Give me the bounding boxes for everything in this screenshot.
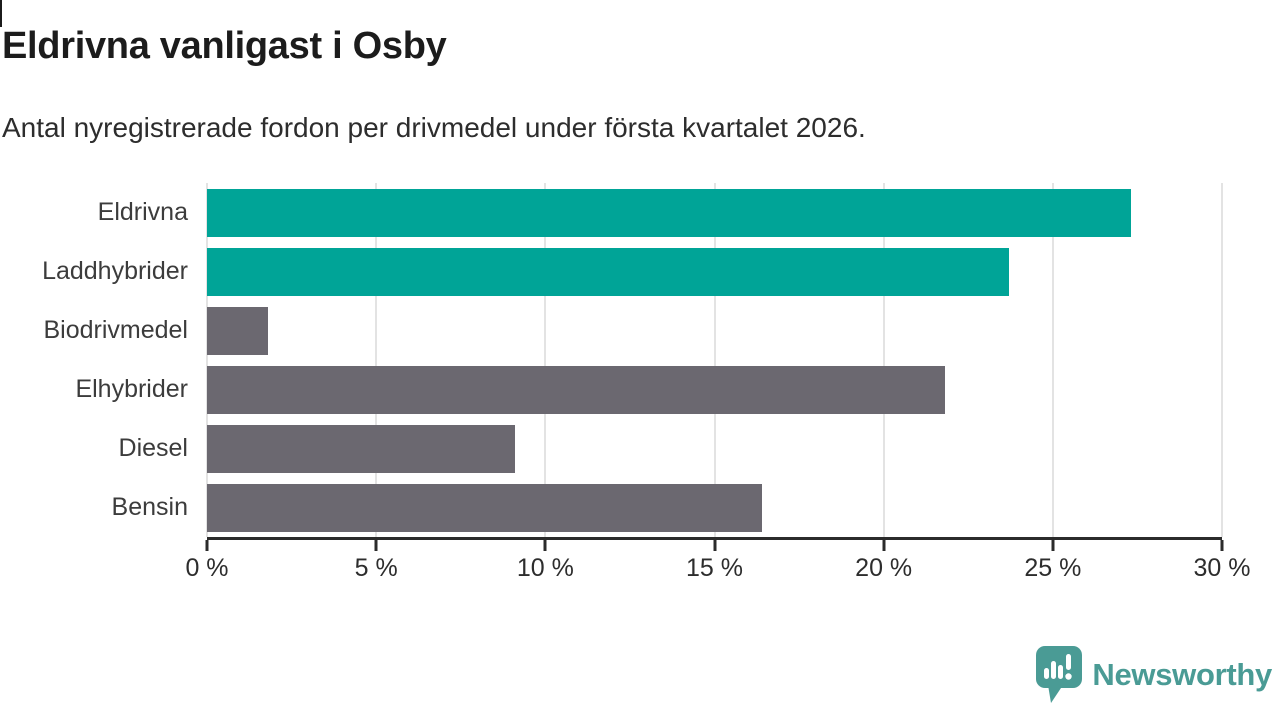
gridline [882, 183, 885, 537]
gridline [206, 183, 208, 537]
axis-tick [1051, 540, 1055, 551]
category-label: Eldrivna [97, 198, 188, 226]
bar-diesel [207, 424, 515, 473]
bar-laddhybrider [207, 247, 1009, 296]
axis-tick [1220, 540, 1224, 551]
category-axis: Eldrivna Laddhybrider Biodrivmedel Elhybrid… [0, 183, 188, 537]
bar-elhybrider [207, 365, 945, 414]
screen-edge-artifact [0, 0, 2, 27]
category-label: Biodrivmedel [43, 316, 188, 344]
gridline [1221, 183, 1223, 537]
axis-tick-label: 30 % [1193, 554, 1251, 582]
gridline [1051, 183, 1054, 537]
chart-subtitle: Antal nyregistrerade fordon per drivmede… [2, 112, 866, 143]
axis-tick-label: 25 % [1024, 554, 1082, 582]
gridline [544, 183, 547, 537]
gridline [713, 183, 716, 537]
category-label: Diesel [118, 434, 188, 462]
axis-tick [713, 540, 716, 551]
bar-eldrivna [207, 188, 1131, 237]
axis-tick [205, 540, 209, 551]
axis-tick [882, 540, 886, 551]
newsworthy-logo[interactable]: Newsworthy [1036, 646, 1272, 704]
chart-title: Eldrivna vanligast i Osby [2, 25, 447, 67]
bar-biodrivmedel [207, 306, 268, 355]
plot-area [206, 183, 1223, 540]
newsworthy-logo-text: Newsworthy [1092, 657, 1272, 692]
axis-tick-label: 5 % [354, 554, 398, 582]
category-label: Laddhybrider [42, 257, 188, 285]
axis-tick-label: 10 % [516, 554, 574, 582]
value-axis: 0 % 5 % 10 % 15 % 20 % 25 % 30 % [185, 540, 1250, 600]
axis-tick-label: 15 % [686, 554, 743, 582]
category-label: Elhybrider [75, 375, 188, 403]
bar-bensin [207, 483, 762, 532]
axis-tick [543, 540, 547, 551]
newsworthy-logo-icon [1036, 646, 1083, 703]
axis-tick-label: 0 % [185, 554, 229, 582]
axis-tick [374, 540, 378, 551]
category-label: Bensin [111, 493, 188, 521]
gridline [375, 183, 378, 537]
axis-tick-label: 20 % [855, 554, 913, 582]
